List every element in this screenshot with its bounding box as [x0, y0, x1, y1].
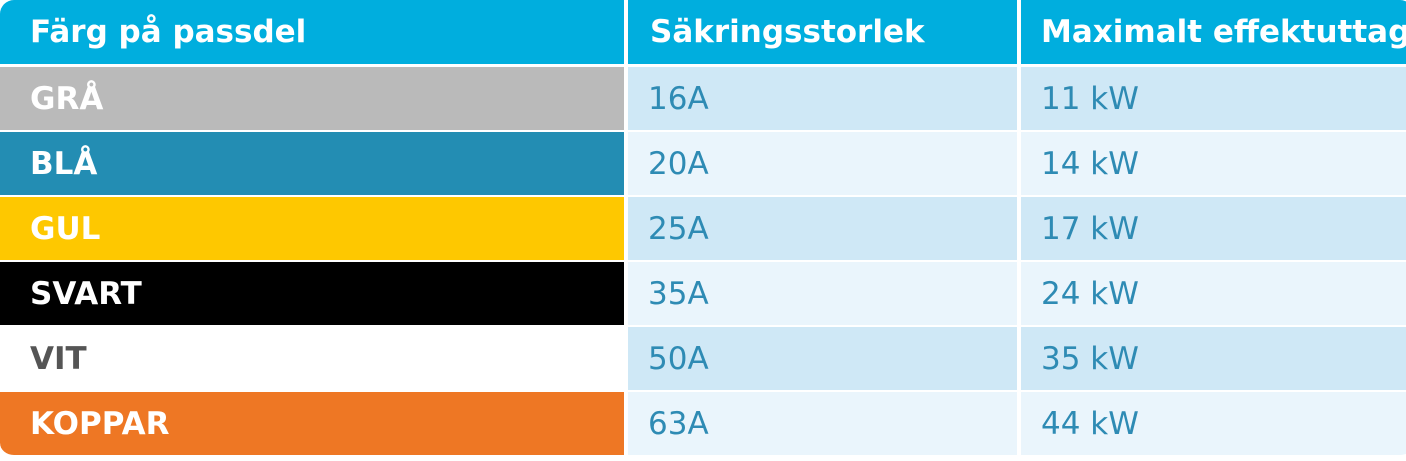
color-cell-blue: BLÅ [0, 132, 624, 197]
fuse-cell: 20A [628, 132, 1017, 197]
color-cell-white: VIT [0, 327, 624, 392]
color-cell-copper: KOPPAR [0, 392, 624, 457]
power-cell: 11 kW [1021, 67, 1406, 132]
color-cell-yellow: GUL [0, 197, 624, 262]
fuse-cell: 35A [628, 262, 1017, 327]
power-cell: 17 kW [1021, 197, 1406, 262]
color-cell-black: SVART [0, 262, 624, 327]
power-cell: 35 kW [1021, 327, 1406, 392]
header-color: Färg på passdel [0, 0, 624, 67]
power-cell: 14 kW [1021, 132, 1406, 197]
header-max-power: Maximalt effektuttag [1021, 0, 1406, 67]
fuse-cell: 25A [628, 197, 1017, 262]
fuse-cell: 63A [628, 392, 1017, 457]
power-cell: 24 kW [1021, 262, 1406, 327]
header-fuse-size: Säkringsstorlek [628, 0, 1017, 67]
fuse-cell: 50A [628, 327, 1017, 392]
color-cell-gray: GRÅ [0, 67, 624, 132]
power-cell: 44 kW [1021, 392, 1406, 457]
fuse-cell: 16A [628, 67, 1017, 132]
